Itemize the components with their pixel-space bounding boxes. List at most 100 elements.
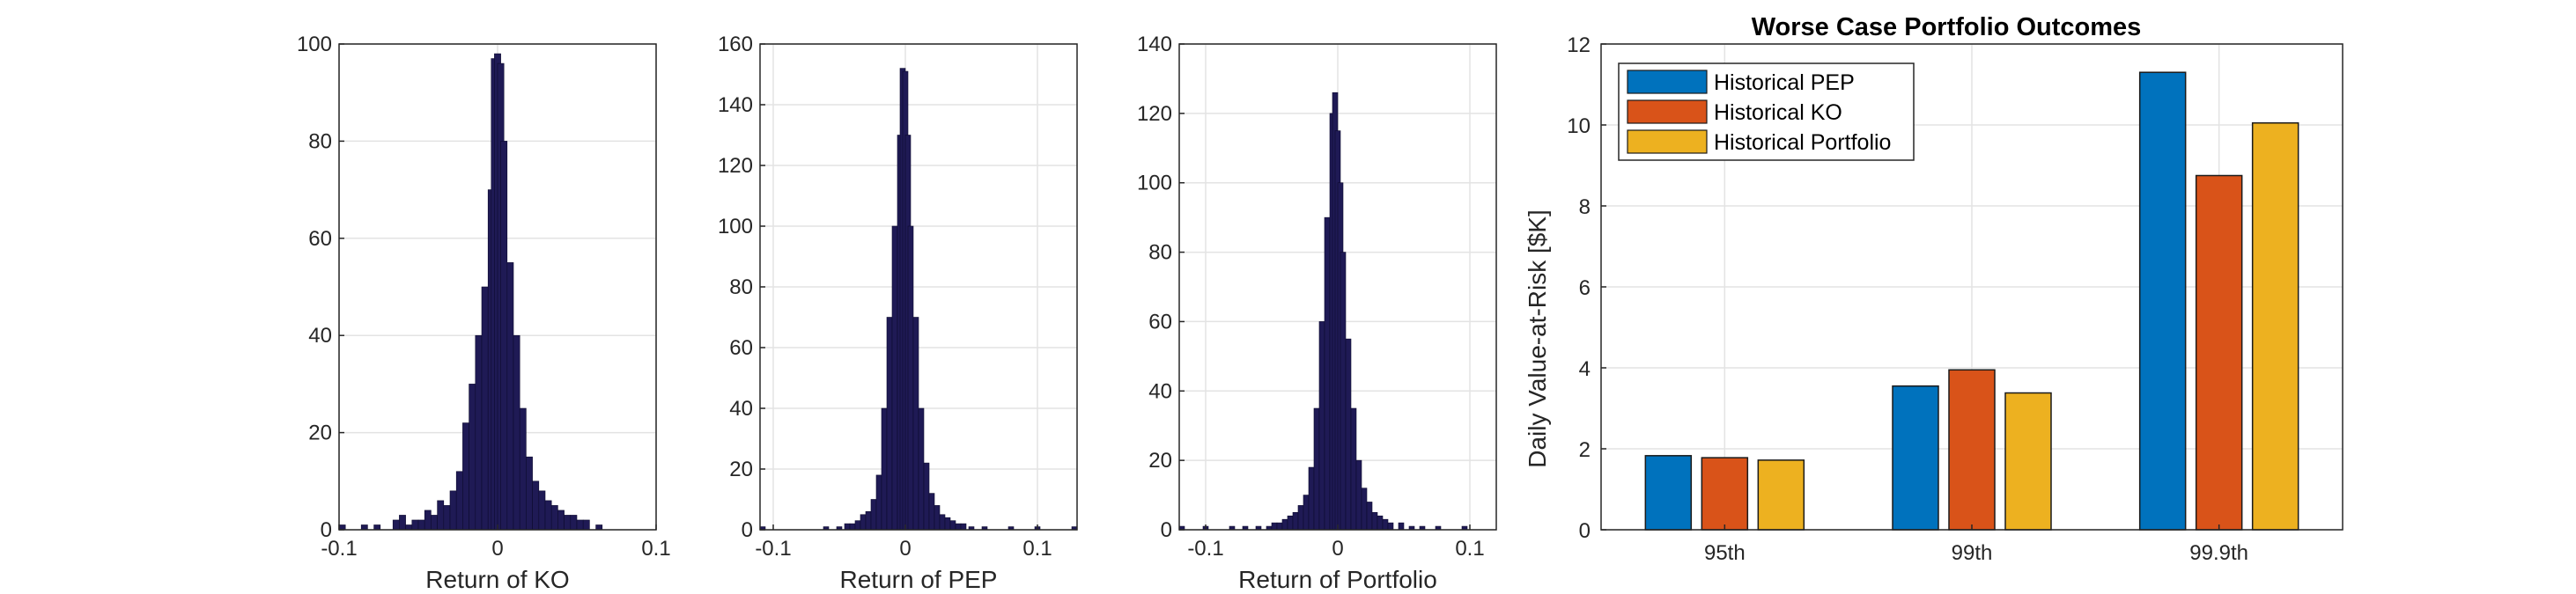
histogram-bar [338, 524, 346, 531]
histogram-bar [1324, 216, 1331, 531]
histogram-bar [939, 514, 946, 531]
y-tick-label: 0 [742, 518, 753, 542]
y-tick-label: 60 [1148, 310, 1172, 334]
histogram-bar [532, 480, 540, 531]
legend-label: Historical Portfolio [1714, 130, 1891, 155]
histogram-bar [886, 317, 893, 531]
histogram-bar [1313, 407, 1320, 531]
histogram-bar [500, 141, 508, 531]
histogram-bar [1303, 495, 1310, 531]
histogram-bar [469, 384, 476, 531]
histogram-bar [1350, 407, 1357, 531]
histogram-bar [1271, 522, 1278, 531]
legend: Historical PEP Historical KO Historical Po… [1618, 62, 1915, 161]
y-tick-label: 0 [1161, 518, 1172, 542]
histogram-bar [1387, 522, 1394, 531]
bar-historical-portfolio [1757, 459, 1805, 531]
histogram-bar [424, 510, 432, 531]
y-tick-label: 4 [1579, 357, 1591, 381]
histogram-bar [595, 524, 603, 531]
legend-label: Historical KO [1714, 100, 1842, 125]
histogram-bar [506, 262, 514, 531]
y-tick-label: 100 [297, 33, 332, 56]
histogram-bar [431, 515, 438, 531]
histogram-bar [570, 515, 578, 531]
histogram-bar [481, 286, 489, 531]
histogram-bar [1292, 511, 1299, 531]
histogram-bar [564, 515, 572, 531]
histogram-bar [949, 520, 956, 531]
y-tick-label: 80 [729, 275, 753, 299]
histogram-bar [960, 523, 967, 531]
y-axis-label: Daily Value-at-Risk [$K] [1524, 209, 1551, 468]
histogram-bar [1281, 518, 1288, 531]
x-tick-label: 0.1 [1455, 537, 1484, 561]
histogram-bar [519, 407, 527, 531]
x-tick-label: -0.1 [321, 537, 357, 561]
y-tick-label: 0 [321, 518, 332, 542]
y-tick-label: 2 [1579, 438, 1591, 462]
histogram-bar [576, 519, 584, 531]
y-tick-label: 20 [729, 458, 753, 481]
histogram-bar [1308, 466, 1315, 531]
histogram-bar [582, 519, 590, 531]
histogram-bar [1340, 252, 1347, 531]
histogram-bar [1382, 518, 1389, 531]
histogram-bar [875, 474, 882, 531]
histogram-bar [881, 407, 888, 531]
x-tick-label: 95th [1704, 541, 1746, 565]
legend-swatch [1627, 99, 1708, 124]
bar-historical-ko [1701, 457, 1749, 531]
y-tick-label: 100 [718, 215, 753, 238]
histogram-bar [955, 523, 962, 531]
histogram-bar [918, 407, 925, 531]
histogram-bar [1318, 321, 1325, 531]
histogram-bar [360, 524, 368, 531]
histogram-bar [928, 493, 935, 531]
histogram-bar [844, 523, 851, 531]
histogram-bar [1276, 522, 1283, 531]
histogram-bar [417, 519, 425, 531]
bar-historical-ko [1948, 369, 1996, 531]
histogram-portfolio: 0 20 40 60 80 100 120 140 -0.1 0 0.1 Return of Port… [1137, 33, 1497, 593]
y-tick-label: 12 [1567, 33, 1591, 57]
y-tick-label: 140 [1137, 33, 1172, 56]
histogram-bar [455, 471, 463, 531]
histogram-bar [411, 519, 419, 531]
histogram-bar [557, 510, 565, 531]
histogram-bar [443, 505, 451, 531]
y-tick-label: 6 [1579, 276, 1591, 300]
histogram-bar [849, 523, 856, 531]
y-tick-label: 0 [1579, 519, 1591, 543]
histogram-bar [865, 510, 872, 531]
histogram-bar [870, 499, 877, 531]
x-tick-label: -0.1 [755, 537, 791, 561]
y-tick-label: 60 [729, 336, 753, 360]
legend-swatch [1627, 129, 1708, 154]
legend-label: Historical PEP [1714, 70, 1855, 95]
var-bar-chart: Worse Case Portfolio Outcomes Daily Valu… [1524, 13, 2343, 565]
histogram-bar [912, 317, 919, 531]
y-tick-label: 40 [729, 397, 753, 421]
y-tick-label: 80 [1148, 241, 1172, 265]
histogram-bar [1361, 488, 1368, 531]
y-tick-label: 140 [718, 93, 753, 117]
y-tick-label: 8 [1579, 195, 1591, 219]
histogram-bar [923, 462, 930, 531]
bar-historical-portfolio [2251, 121, 2299, 531]
histogram-bar [449, 490, 457, 531]
y-tick-label: 40 [1148, 379, 1172, 403]
x-tick-label: 99.9th [2189, 541, 2248, 565]
bar-historical-portfolio [2004, 392, 2052, 531]
histogram-bar [544, 500, 552, 531]
x-tick-label: 0.1 [641, 537, 670, 561]
histogram-bar [405, 524, 413, 531]
y-tick-label: 10 [1567, 114, 1591, 138]
histogram-bar [1287, 515, 1294, 531]
bar-historical-pep [1644, 455, 1693, 531]
bar-historical-pep [1892, 385, 1939, 531]
y-tick-label: 80 [308, 129, 332, 153]
